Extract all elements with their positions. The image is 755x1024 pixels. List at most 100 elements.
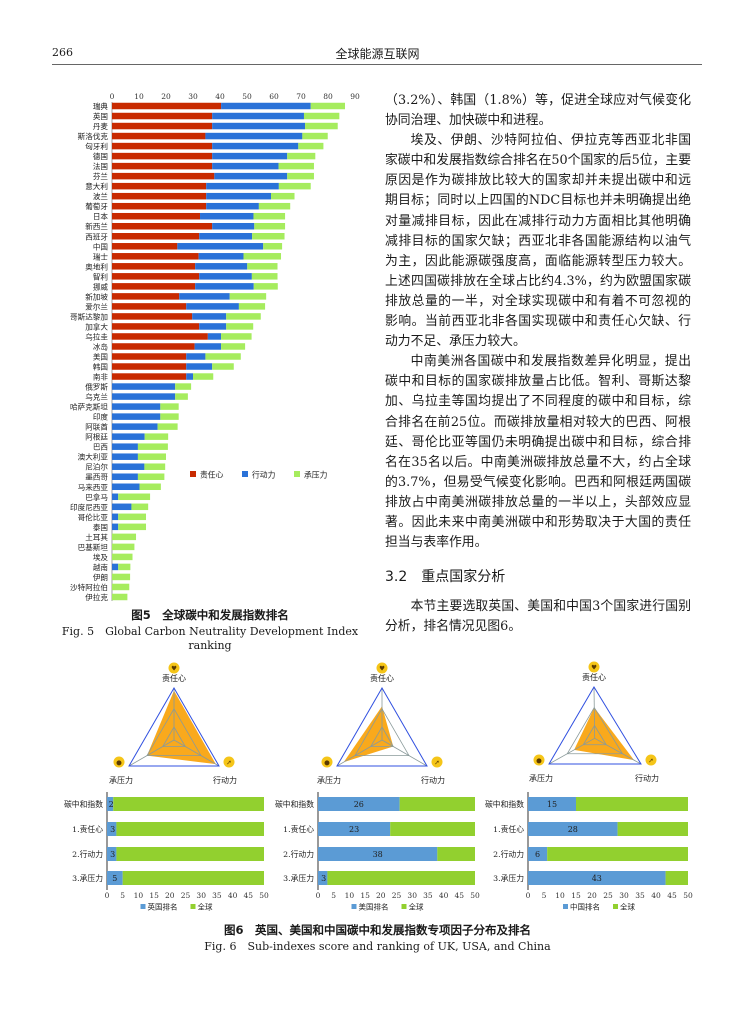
x-tick-label: 20 (376, 891, 386, 900)
category-label: 丹麦 (93, 121, 109, 131)
x-tick-label: 50 (470, 891, 480, 900)
category-label: 巴拿马 (85, 492, 108, 502)
bar-segment (112, 533, 137, 541)
x-tick-label: 40 (215, 92, 225, 101)
category-label: 新西兰 (85, 221, 108, 231)
category-label: 阿联酋 (85, 422, 108, 432)
bar-segment (298, 142, 324, 150)
weight-icon (113, 756, 125, 768)
legend-label: 英国排名 (148, 902, 178, 912)
category-label: 碳中和指数 (275, 799, 314, 809)
category-label: 碳中和指数 (485, 799, 524, 809)
paragraph: （3.2%）、韩国（1.8%）等，促进全球应对气候变化协同治理、加快碳中和进程。 (385, 93, 691, 129)
x-tick-label: 60 (269, 92, 279, 101)
bar-segment (206, 192, 272, 200)
bar-segment (112, 303, 187, 310)
bar-segment (112, 443, 138, 450)
bar-segment (112, 353, 187, 360)
category-label: 南非 (93, 372, 109, 382)
radar-spoke (128, 739, 175, 767)
rank-label: 3 (110, 850, 115, 859)
category-label: 3.承压力 (493, 873, 524, 883)
bar-segment (199, 273, 252, 280)
bar-segment (221, 102, 311, 110)
radar-area (574, 707, 635, 761)
bar-segment (139, 483, 161, 491)
bar-segment (112, 243, 178, 250)
bar-segment (214, 172, 288, 180)
radar-axis-label: 承压力 (109, 775, 133, 785)
category-label: 3.承压力 (72, 873, 103, 883)
legend-swatch (401, 904, 407, 909)
bar-segment (112, 463, 145, 470)
rank-bar (318, 822, 391, 836)
bar-segment (112, 263, 196, 270)
bar-segment (212, 363, 234, 370)
global-bar (116, 822, 264, 836)
bar-segment (112, 222, 213, 230)
category-label: 加拿大 (85, 321, 108, 331)
legend-swatch (190, 904, 196, 909)
x-tick-label: 90 (350, 92, 360, 101)
category-label: 瑞士 (93, 251, 109, 261)
paragraph: 中南美洲各国碳中和发展指数差异化明显，提出碳中和目标的国家碳排放量占比低。智利、… (385, 354, 691, 551)
heart-hands-icon-glyph: ♥ (591, 664, 597, 672)
bar-segment (112, 373, 187, 380)
legend-label: 全球 (198, 902, 213, 912)
bar-segment (112, 162, 213, 170)
bar-segment (310, 102, 346, 110)
category-label: 冰岛 (93, 341, 108, 351)
bar-segment (251, 273, 278, 280)
bar-segment (112, 333, 208, 340)
radar-spoke (336, 739, 383, 767)
category-label: 西班牙 (85, 231, 108, 241)
figure5-caption-zh: 图5 全球碳中和发展指数排名 (131, 608, 289, 622)
global-bar (122, 871, 264, 885)
bar-segment (112, 273, 200, 280)
category-label: 伊拉克 (85, 592, 108, 602)
legend-swatch (190, 471, 196, 477)
rank-label: 5 (112, 874, 117, 883)
bar-segment (112, 503, 132, 511)
legend-label: 承压力 (304, 470, 328, 480)
paragraph: 本节主要选取英国、美国和中国3个国家进行国别分析，排名情况见图6。 (385, 599, 691, 635)
radar-axis-label: 行动力 (635, 773, 659, 783)
bar-segment (212, 162, 279, 170)
running-icon-glyph: ➚ (226, 759, 231, 767)
bar-segment (160, 403, 179, 410)
category-label: 美国 (93, 352, 108, 362)
category-label: 韩国 (93, 362, 108, 372)
category-label: 意大利 (85, 181, 108, 191)
global-bar (576, 797, 688, 811)
bar-segment (112, 413, 161, 420)
rank-bar (107, 822, 117, 836)
bar-segment (193, 373, 214, 380)
bar-segment (112, 473, 138, 480)
category-label: 哥斯达黎加 (70, 311, 108, 321)
running-icon (223, 756, 235, 768)
radar-grid (354, 707, 410, 756)
bar-segment (200, 212, 254, 220)
category-label: 碳中和指数 (64, 799, 103, 809)
x-tick-label: 25 (392, 891, 402, 900)
bar-segment (278, 182, 311, 190)
bar-segment (144, 463, 166, 470)
bar-segment (112, 433, 145, 440)
bar-segment (254, 222, 286, 230)
x-tick-label: 15 (360, 891, 370, 900)
radar-axis-label: 责任心 (162, 673, 186, 683)
heart-hands-icon (376, 662, 388, 674)
x-tick-label: 20 (161, 92, 171, 101)
weight-icon-glyph: ● (536, 757, 542, 765)
rank-bar (107, 797, 114, 811)
bar-segment (112, 192, 207, 200)
category-label: 尼泊尔 (85, 462, 108, 472)
x-tick-label: 40 (651, 891, 661, 900)
category-label: 德国 (93, 151, 108, 161)
rank-bar (528, 871, 666, 885)
bar-segment (112, 212, 201, 220)
bar-segment (186, 363, 213, 370)
x-tick-label: 15 (571, 891, 581, 900)
category-label: 阿根廷 (85, 432, 108, 442)
